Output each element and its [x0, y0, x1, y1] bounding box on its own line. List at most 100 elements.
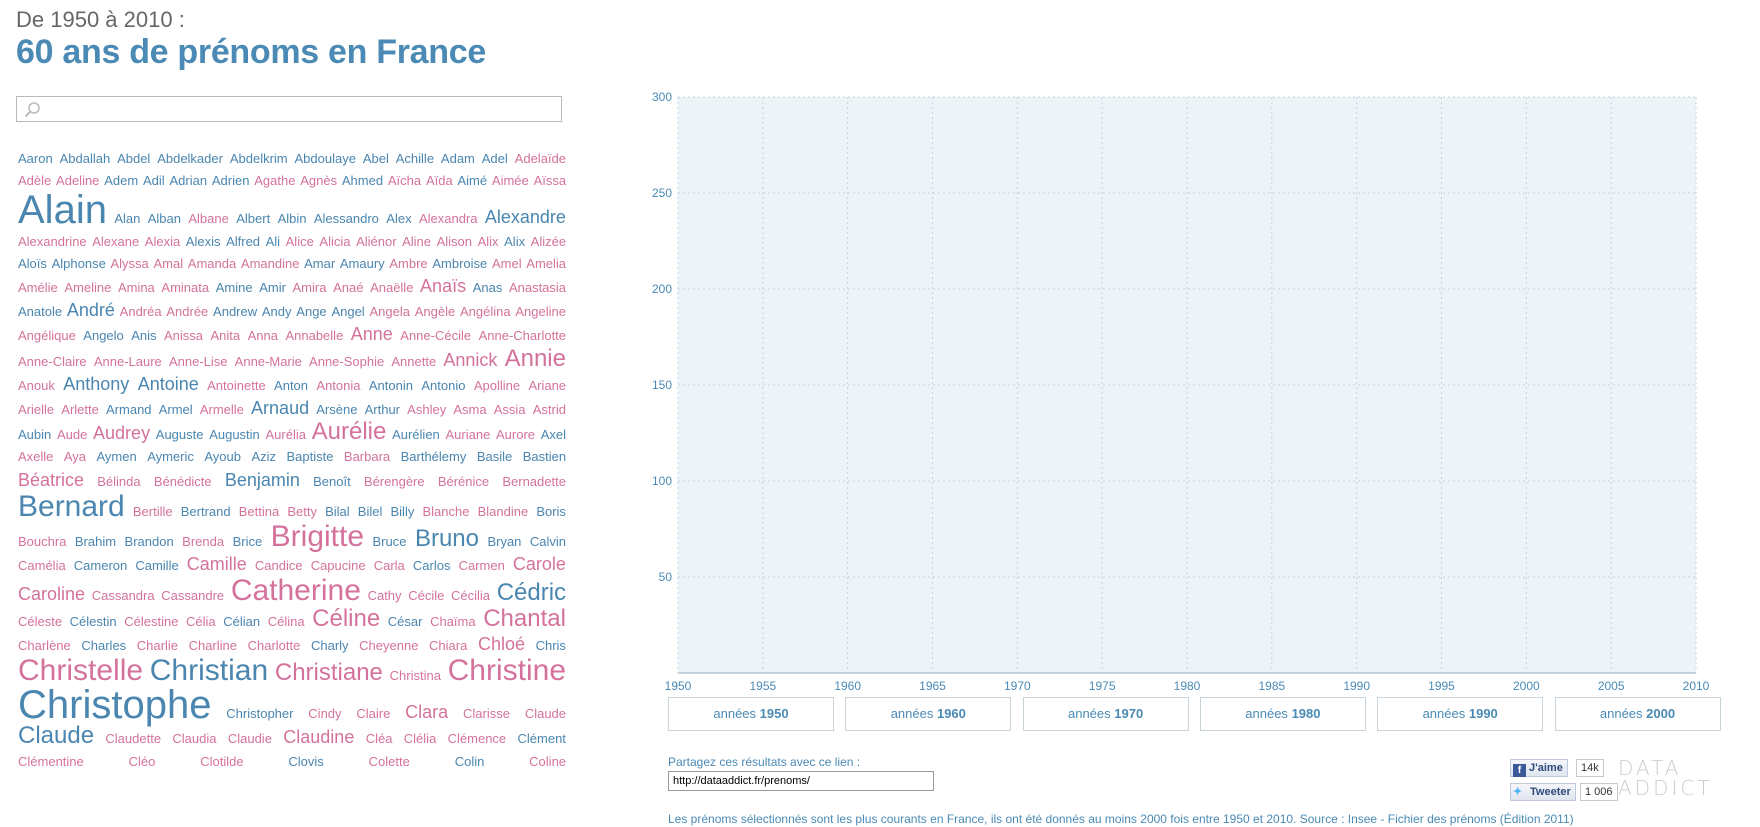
name-item[interactable]: Carla — [373, 558, 405, 574]
name-item[interactable]: Catherine — [230, 574, 361, 608]
name-item[interactable]: Basile — [476, 449, 513, 465]
name-item[interactable]: Anna — [247, 328, 278, 344]
name-item[interactable]: Aaron — [18, 151, 53, 166]
name-item[interactable]: Cléo — [128, 753, 156, 769]
name-item[interactable]: Capucine — [310, 558, 366, 574]
period-button-1980[interactable]: années 1980 — [1199, 697, 1366, 731]
name-item[interactable]: Amaury — [339, 255, 385, 271]
name-item[interactable]: Aurélia — [265, 427, 306, 443]
name-item[interactable]: Clémentine — [18, 753, 84, 769]
name-item[interactable]: Alix — [477, 233, 499, 249]
name-item[interactable]: Christina — [389, 668, 441, 684]
search-box[interactable] — [16, 96, 562, 123]
name-item[interactable]: Alfred — [226, 233, 261, 249]
name-item[interactable]: Christian — [149, 654, 269, 688]
name-item[interactable]: Aude — [56, 427, 88, 443]
name-item[interactable]: Agnès — [300, 173, 338, 189]
name-item[interactable]: Clovis — [288, 753, 324, 769]
name-item[interactable]: Alexandrine — [18, 233, 87, 249]
name-item[interactable]: Antonia — [316, 377, 361, 393]
name-item[interactable]: André — [66, 300, 115, 321]
name-item[interactable]: Ambroise — [432, 255, 488, 271]
name-item[interactable]: Anas — [472, 280, 503, 296]
name-item[interactable]: Aimée — [491, 173, 529, 189]
name-item[interactable]: Candice — [254, 558, 303, 574]
name-item[interactable]: Armel — [158, 402, 193, 418]
name-item[interactable]: Aurélien — [392, 427, 440, 443]
name-item[interactable]: Abdoulaye — [294, 151, 356, 166]
name-item[interactable]: Cléa — [365, 731, 393, 747]
name-item[interactable]: Aïda — [425, 173, 453, 189]
name-item[interactable]: Cindy — [308, 706, 342, 722]
name-item[interactable]: Abdel — [117, 151, 151, 166]
name-item[interactable]: Bruce — [372, 534, 407, 550]
name-item[interactable]: Bélinda — [97, 473, 141, 489]
name-item[interactable]: Antonin — [368, 377, 413, 393]
name-item[interactable]: Célestin — [69, 613, 117, 629]
name-item[interactable]: Amandine — [240, 255, 300, 271]
name-item[interactable]: Ambre — [389, 255, 428, 271]
name-item[interactable]: Ali — [265, 233, 281, 249]
name-item[interactable]: Arsène — [316, 402, 358, 418]
name-item[interactable]: Clélia — [403, 731, 437, 747]
name-item[interactable]: Amine — [215, 280, 253, 296]
name-item[interactable]: Benjamin — [224, 469, 300, 490]
name-item[interactable]: Bérénice — [437, 473, 490, 489]
name-item[interactable]: Aymen — [96, 449, 137, 465]
name-item[interactable]: Alizée — [530, 233, 566, 249]
name-item[interactable]: Anastasia — [508, 280, 566, 296]
name-item[interactable]: Adrian — [169, 173, 208, 189]
name-item[interactable]: Ashley — [407, 402, 447, 418]
name-item[interactable]: Chloé — [477, 633, 525, 654]
name-item[interactable]: Amir — [259, 280, 286, 296]
name-item[interactable]: Antoinette — [207, 377, 266, 393]
name-item[interactable]: Angélina — [459, 304, 511, 320]
name-item[interactable]: Chaïma — [430, 613, 476, 629]
name-item[interactable]: Benoît — [313, 473, 351, 489]
name-item[interactable]: Charline — [188, 637, 237, 653]
name-item[interactable]: Célian — [223, 613, 261, 629]
name-item[interactable]: Aimé — [457, 173, 488, 189]
name-item[interactable]: Antoine — [137, 373, 199, 394]
name-item[interactable]: Brahim — [74, 534, 117, 550]
name-item[interactable]: Bilal — [325, 503, 350, 519]
name-item[interactable]: Charlène — [18, 637, 71, 653]
name-item[interactable]: Bernard — [18, 489, 125, 523]
name-item[interactable]: Blanche — [422, 503, 470, 519]
name-item[interactable]: Cécilia — [451, 588, 491, 604]
name-item[interactable]: Betty — [287, 503, 317, 519]
name-item[interactable]: Céleste — [18, 613, 63, 629]
name-item[interactable]: Anne — [350, 324, 393, 345]
name-item[interactable]: Andy — [261, 304, 292, 320]
name-item[interactable]: Auriane — [445, 427, 491, 443]
name-item[interactable]: Aminata — [161, 280, 210, 296]
name-item[interactable]: Aline — [402, 233, 432, 249]
name-item[interactable]: Alan — [114, 211, 141, 227]
name-item[interactable]: Camélia — [18, 558, 66, 574]
name-item[interactable]: Claudine — [283, 727, 355, 748]
name-item[interactable]: Annabelle — [285, 328, 344, 344]
name-item[interactable]: Anatole — [18, 304, 63, 320]
name-item[interactable]: Charlie — [136, 637, 178, 653]
name-item[interactable]: Brigitte — [270, 520, 365, 554]
name-item[interactable]: Arlette — [61, 402, 99, 418]
name-item[interactable]: Angélique — [18, 328, 76, 344]
name-item[interactable]: Andrew — [213, 304, 258, 320]
name-item[interactable]: Carole — [512, 554, 566, 575]
tweet-button[interactable]: ✦ Tweeter — [1510, 783, 1576, 801]
name-item[interactable]: Amal — [153, 255, 184, 271]
name-item[interactable]: Audrey — [93, 423, 151, 444]
name-item[interactable]: Adrien — [211, 173, 250, 189]
name-item[interactable]: Christopher — [226, 706, 294, 722]
name-item[interactable]: Anaïs — [420, 276, 467, 297]
name-item[interactable]: Christiane — [274, 659, 383, 687]
name-item[interactable]: Adelaïde — [514, 151, 566, 166]
name-item[interactable]: Bernadette — [502, 473, 566, 489]
name-item[interactable]: Aloïs — [18, 255, 47, 271]
name-item[interactable]: Ariane — [528, 377, 566, 393]
name-item[interactable]: Bérengère — [363, 473, 425, 489]
name-item[interactable]: Claudie — [227, 731, 272, 747]
name-item[interactable]: Axelle — [18, 449, 54, 465]
name-item[interactable]: Claude — [524, 706, 566, 722]
name-item[interactable]: Angelo — [83, 328, 124, 344]
